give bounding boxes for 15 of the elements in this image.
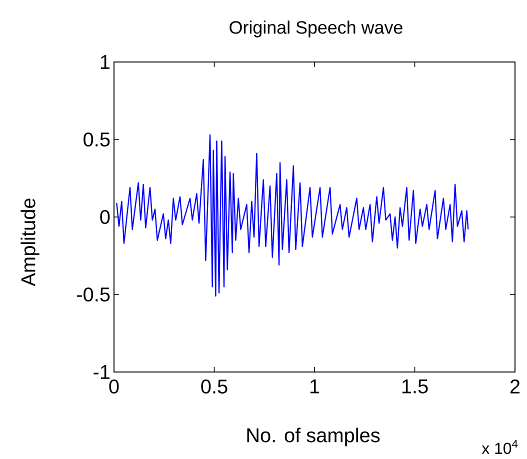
chart-title: Original Speech wave — [230, 20, 402, 38]
line-series — [116, 134, 469, 297]
x-tick-label: 1 — [310, 380, 320, 394]
y-tick-label: -1 — [94, 365, 110, 379]
y-tick-label: -0.5 — [77, 287, 110, 302]
text: x 10$^{4}$ — [482, 440, 518, 454]
y-tick-label: 0 — [100, 210, 110, 224]
y-axis-title: Amplitude — [20, 198, 40, 286]
x-tick-label: 0 — [109, 380, 119, 394]
y-tick-label: 1 — [100, 55, 110, 69]
x-tick-label: 1.5 — [402, 380, 428, 394]
y-tick-label: 0.5 — [84, 132, 110, 147]
x-tick-label: 2 — [510, 380, 520, 394]
x-tick-label: 0.5 — [201, 380, 228, 394]
x-axis-title: No. of samples — [247, 428, 380, 446]
